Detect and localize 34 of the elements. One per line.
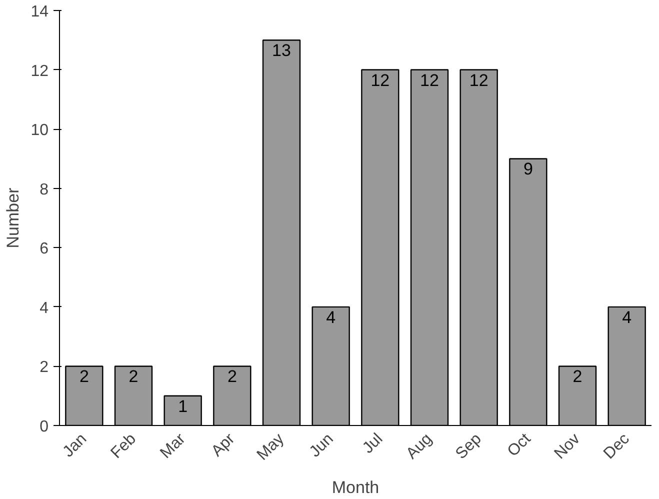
x-tick-label: Jul (360, 430, 386, 457)
data-label: 4 (326, 308, 336, 327)
x-tick-label: Mar (157, 430, 190, 462)
x-tick-label: May (254, 430, 288, 464)
x-tick-label: Oct (504, 430, 535, 460)
y-tick-label: 14 (30, 4, 49, 20)
data-label: 13 (272, 41, 291, 60)
data-label: 12 (370, 70, 390, 90)
x-tick-label: Dec (600, 430, 633, 463)
data-label: 12 (420, 70, 439, 90)
data-label: 2 (572, 367, 582, 386)
data-label: 2 (79, 367, 89, 386)
x-tick-label: Apr (208, 430, 239, 460)
x-tick-label: Jan (60, 430, 90, 461)
x-tick-label: Sep (452, 430, 485, 463)
data-label: 9 (523, 160, 533, 179)
x-tick-label: Aug (403, 430, 436, 463)
x-tick-label: Jun (306, 430, 337, 461)
x-tick-label: Feb (108, 430, 140, 462)
y-axis-title: Number (4, 187, 23, 248)
x-axis-title: Month (332, 478, 380, 497)
y-tick-label: 0 (40, 418, 49, 436)
y-tick-label: 12 (30, 62, 49, 80)
y-tick-label: 6 (40, 240, 49, 258)
y-tick-label: 8 (40, 181, 49, 198)
y-tick-label: 10 (30, 122, 49, 140)
data-label: 12 (469, 70, 488, 90)
y-tick-label: 2 (40, 359, 49, 376)
y-tick-label: 4 (40, 300, 49, 317)
data-label: 2 (227, 367, 237, 386)
data-label: 2 (128, 367, 138, 386)
data-label: 4 (622, 308, 632, 327)
data-label: 1 (178, 396, 188, 416)
x-tick-label: Nov (551, 430, 584, 463)
